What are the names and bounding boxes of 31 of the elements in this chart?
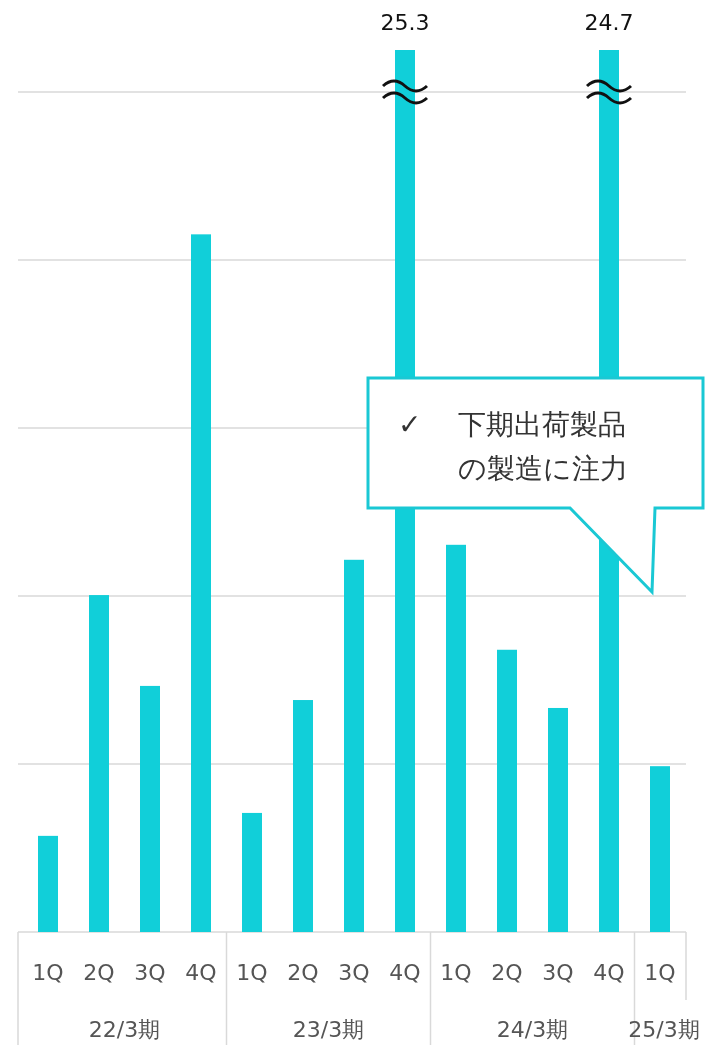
- bar: [548, 707, 568, 932]
- x-tick-label: 1Q: [236, 960, 268, 985]
- x-tick-label: 2Q: [83, 960, 115, 985]
- x-tick-label: 1Q: [440, 960, 472, 985]
- x-tick-label: 1Q: [32, 960, 64, 985]
- bar: [293, 700, 313, 932]
- x-tick-label: 3Q: [338, 960, 370, 985]
- text: 23/3期: [292, 1017, 365, 1042]
- bar: [650, 766, 670, 932]
- bar: [191, 234, 211, 932]
- x-tick-label: 4Q: [593, 960, 625, 985]
- bar: [38, 835, 58, 932]
- x-tick-label: 3Q: [134, 960, 166, 985]
- bar: [140, 685, 160, 932]
- bar: [242, 812, 262, 932]
- text: 22/3期: [88, 1017, 161, 1042]
- x-tick-label: 1Q: [644, 960, 676, 985]
- bar: [497, 649, 517, 932]
- x-tick-label: 4Q: [389, 960, 421, 985]
- bar: [446, 544, 466, 932]
- text: 25.3: [380, 10, 430, 35]
- bar: [89, 595, 109, 932]
- text: 24/3期: [496, 1017, 569, 1042]
- x-tick-label: 2Q: [491, 960, 523, 985]
- text: ✓ 下期出荷製品の製造に注力: [398, 408, 628, 485]
- text: 25/3期: [628, 1017, 700, 1042]
- bar: [344, 559, 364, 932]
- x-tick-label: 3Q: [542, 960, 574, 985]
- x-tick-label: 4Q: [185, 960, 217, 985]
- x-tick-label: 2Q: [287, 960, 319, 985]
- text: 24.7: [584, 10, 634, 35]
